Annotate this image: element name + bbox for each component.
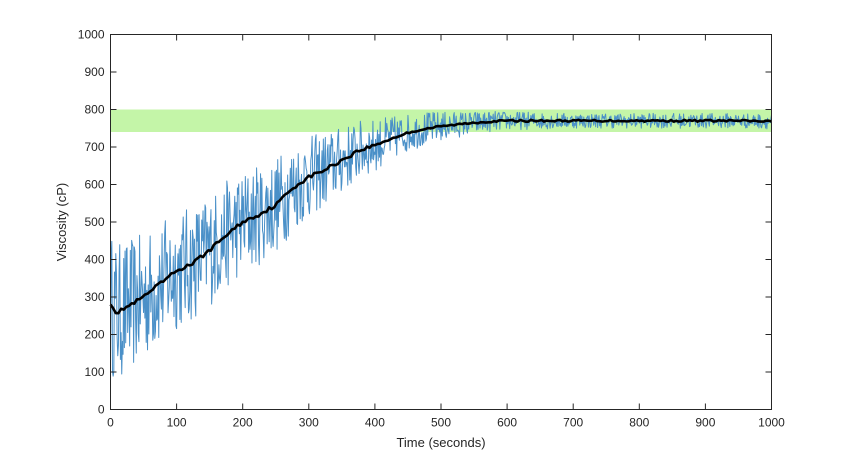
raw-series-layer: [110, 111, 772, 377]
x-tick-label: 400: [365, 416, 385, 430]
y-tick-label: 400: [84, 253, 104, 267]
y-tick-label: 900: [84, 65, 104, 79]
y-tick-label: 500: [84, 215, 104, 229]
x-tick-label: 200: [233, 416, 253, 430]
x-tick-label: 500: [431, 416, 451, 430]
y-tick-label: 1000: [78, 28, 105, 42]
y-tick-label: 200: [84, 328, 104, 342]
smoothed-series-line: [109, 118, 772, 315]
x-tick-label: 300: [299, 416, 319, 430]
y-tick-label: 800: [84, 103, 104, 117]
y-tick-label: 300: [84, 290, 104, 304]
x-tick-label: 700: [563, 416, 583, 430]
x-tick-label: 1000: [758, 416, 785, 430]
x-tick-label: 600: [497, 416, 517, 430]
target-band: [110, 109, 772, 132]
x-tick-label: 100: [167, 416, 187, 430]
smoothed-series-layer: [109, 118, 772, 315]
y-axis-ticks: 0 100 200 300 400 500 600 700 800 900 1000: [78, 28, 772, 417]
target-band-layer: [110, 109, 772, 132]
y-tick-label: 600: [84, 178, 104, 192]
y-tick-label: 700: [84, 140, 104, 154]
x-tick-label: 900: [695, 416, 715, 430]
x-axis-label: Time (seconds): [396, 435, 485, 450]
raw-series-line: [110, 111, 772, 377]
x-axis-ticks: 0 100 200 300 400 500 600 700 800 900 1000: [107, 34, 785, 430]
y-tick-label: 0: [98, 403, 105, 417]
y-tick-label: 100: [84, 365, 104, 379]
x-tick-label: 800: [629, 416, 649, 430]
x-tick-label: 0: [107, 416, 114, 430]
y-axis-label: Viscosity (cP): [54, 183, 69, 262]
